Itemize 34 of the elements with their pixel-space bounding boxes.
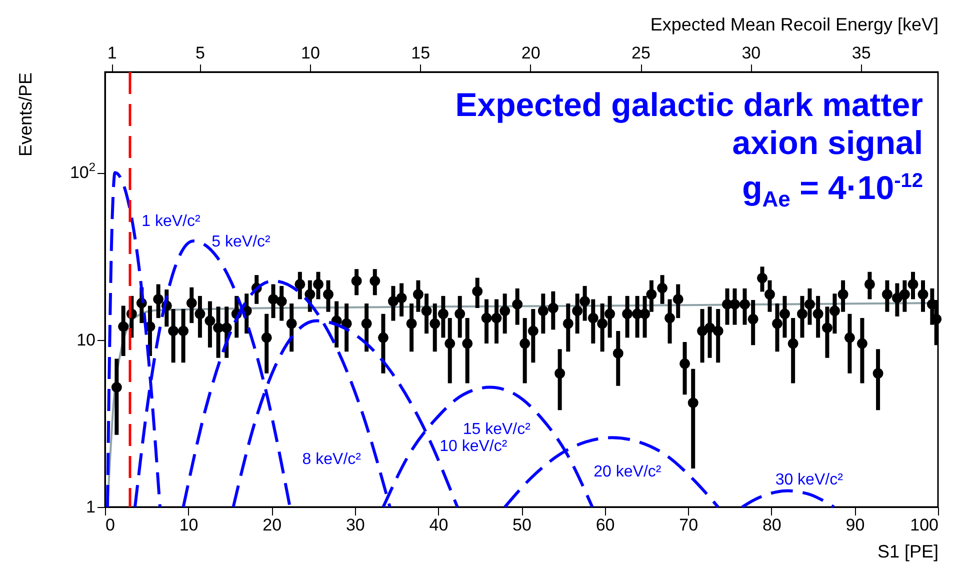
x2-tick-label: 25 xyxy=(632,44,650,62)
x2-tick-label: 10 xyxy=(300,44,320,62)
x2-tick-label: 20 xyxy=(521,44,540,62)
x-tick-label: 0 xyxy=(106,516,115,534)
x2-tick-label: 1 xyxy=(107,44,117,62)
x2-axis-title: Expected Mean Recoil Energy [keV] xyxy=(650,14,938,34)
series-label: 5 keV/c² xyxy=(212,233,272,250)
annotation: g$_{Ae}$ = 4·10$^{-12}$ xyxy=(741,168,923,214)
x-tick-label: 70 xyxy=(679,516,698,534)
x-tick-label: 20 xyxy=(262,516,282,534)
x-tick-label: 10 xyxy=(179,516,198,534)
x-tick-label: 100 xyxy=(910,516,938,534)
x2-tick-label: 15 xyxy=(411,44,430,62)
x-axis-title: S1 [PE] xyxy=(877,542,938,562)
x-tick-label: 90 xyxy=(846,516,865,534)
x-tick-label: 30 xyxy=(346,516,365,534)
y-tick-label: 1 xyxy=(86,498,96,516)
x-tick-label: 40 xyxy=(429,516,448,534)
y-tick-label: 10$^{2}$ xyxy=(70,160,96,182)
series-label: 8 keV/c² xyxy=(302,450,362,468)
series-label: 20 keV/c² xyxy=(594,464,662,481)
series-label: 10 keV/c² xyxy=(440,438,508,456)
series-label: 30 keV/c² xyxy=(775,471,844,488)
y-axis-title: Events/PE xyxy=(16,72,36,157)
x2-tick-label: 30 xyxy=(742,44,761,62)
series-label: 15 keV/c² xyxy=(462,421,532,438)
y-tick-label: 10 xyxy=(76,330,96,350)
x-tick-label: 80 xyxy=(762,516,782,534)
x-tick-label: 50 xyxy=(512,516,532,534)
line-series xyxy=(740,489,836,508)
series-label: 1 keV/c² xyxy=(142,213,201,230)
x2-tick-label: 5 xyxy=(196,44,205,62)
x-tick-label: 60 xyxy=(596,516,615,534)
x2-tick-label: 35 xyxy=(852,44,871,62)
